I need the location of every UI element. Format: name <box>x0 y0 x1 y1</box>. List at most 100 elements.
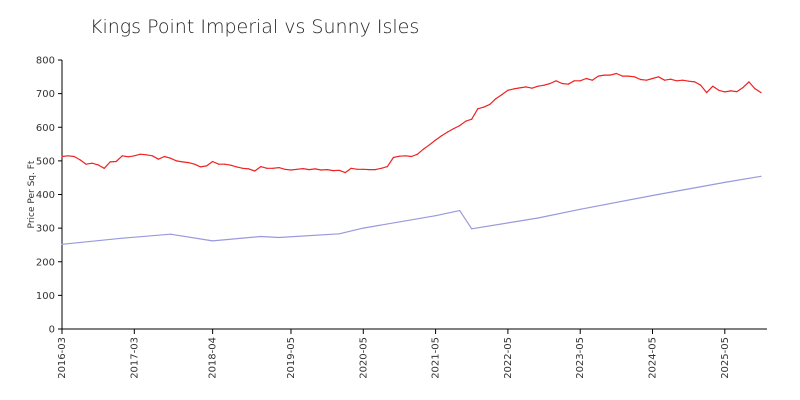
data-point <box>133 155 135 157</box>
y-tick-label: 600 <box>36 123 55 134</box>
data-point <box>579 80 581 82</box>
data-point <box>651 194 654 197</box>
data-point <box>410 155 413 158</box>
x-tick-label: 2017-03 <box>129 337 140 379</box>
data-point <box>368 169 370 171</box>
x-tick-label: 2021-05 <box>431 337 442 379</box>
data-point <box>416 153 419 155</box>
data-point <box>296 168 298 170</box>
data-point <box>121 155 123 157</box>
data-point <box>374 169 376 171</box>
data-point <box>187 162 190 164</box>
data-point <box>682 79 684 81</box>
x-tick-label: 2018-04 <box>208 337 219 379</box>
data-point <box>429 144 431 146</box>
x-tick-label: 2020-05 <box>358 337 369 379</box>
data-point <box>139 153 141 155</box>
data-point <box>567 83 569 85</box>
data-point <box>459 210 461 212</box>
data-point <box>645 79 648 81</box>
data-point <box>278 167 280 169</box>
data-point <box>61 155 63 158</box>
data-point <box>694 81 696 83</box>
series-line-1 <box>61 72 762 174</box>
data-point <box>760 92 762 94</box>
data-point <box>169 233 172 235</box>
data-point <box>579 208 581 210</box>
data-point <box>627 75 630 77</box>
data-point <box>380 167 382 169</box>
data-point <box>706 92 708 94</box>
data-point <box>290 169 292 171</box>
data-point <box>230 164 232 166</box>
y-tick-label: 300 <box>36 224 55 235</box>
data-point <box>537 85 539 87</box>
data-point <box>748 81 750 83</box>
data-point <box>248 168 250 170</box>
data-point <box>718 89 720 91</box>
y-tick-label: 500 <box>36 156 55 167</box>
data-point <box>278 236 280 239</box>
data-point <box>91 162 93 164</box>
data-point <box>422 148 425 150</box>
y-tick-label: 100 <box>36 291 55 302</box>
data-point <box>531 87 533 89</box>
data-point <box>441 135 443 137</box>
data-point <box>314 168 316 170</box>
data-point <box>344 172 346 174</box>
data-point <box>597 75 599 77</box>
data-point <box>127 156 129 158</box>
data-point <box>471 228 473 230</box>
y-tick-label: 800 <box>36 56 55 67</box>
data-point <box>543 84 545 86</box>
data-point <box>489 103 491 105</box>
data-point <box>742 87 744 89</box>
data-point <box>85 163 87 165</box>
x-tick-label: 2022-05 <box>503 337 514 379</box>
data-point <box>236 166 238 168</box>
data-point <box>657 76 660 78</box>
data-point <box>447 131 449 133</box>
data-point <box>338 169 340 171</box>
data-point <box>61 243 63 245</box>
data-point <box>320 169 322 171</box>
data-point <box>326 169 328 171</box>
data-point <box>332 170 334 172</box>
data-point <box>97 164 99 166</box>
data-point <box>212 240 214 242</box>
y-tick-label: 0 <box>49 325 55 336</box>
data-point <box>157 158 159 160</box>
data-point <box>615 72 618 75</box>
y-axis-label: Price Per Sq. Ft <box>27 160 37 228</box>
data-point <box>338 233 340 235</box>
data-point <box>73 155 75 158</box>
x-tick-label: 2019-05 <box>286 337 297 379</box>
data-point <box>513 88 515 90</box>
data-point <box>688 80 690 82</box>
data-point <box>224 163 226 165</box>
data-point <box>145 154 147 156</box>
data-point <box>206 165 208 167</box>
data-point <box>435 215 437 217</box>
data-point <box>435 139 437 141</box>
data-point <box>218 163 220 165</box>
data-point <box>549 82 551 85</box>
data-point <box>163 155 165 158</box>
data-point <box>260 166 262 168</box>
data-point <box>730 90 732 92</box>
data-point <box>495 98 497 100</box>
data-point <box>471 118 473 120</box>
data-point <box>609 74 611 76</box>
data-point <box>736 91 738 93</box>
data-point <box>362 227 364 229</box>
x-tick-label: 2025-05 <box>720 337 731 379</box>
data-point <box>585 77 587 80</box>
data-point <box>272 167 274 169</box>
x-tick-label: 2024-05 <box>648 337 659 379</box>
data-point <box>151 155 153 157</box>
x-tick-label: 2023-05 <box>575 337 586 379</box>
data-point <box>573 80 575 82</box>
data-point <box>362 168 364 170</box>
data-point <box>712 85 714 87</box>
